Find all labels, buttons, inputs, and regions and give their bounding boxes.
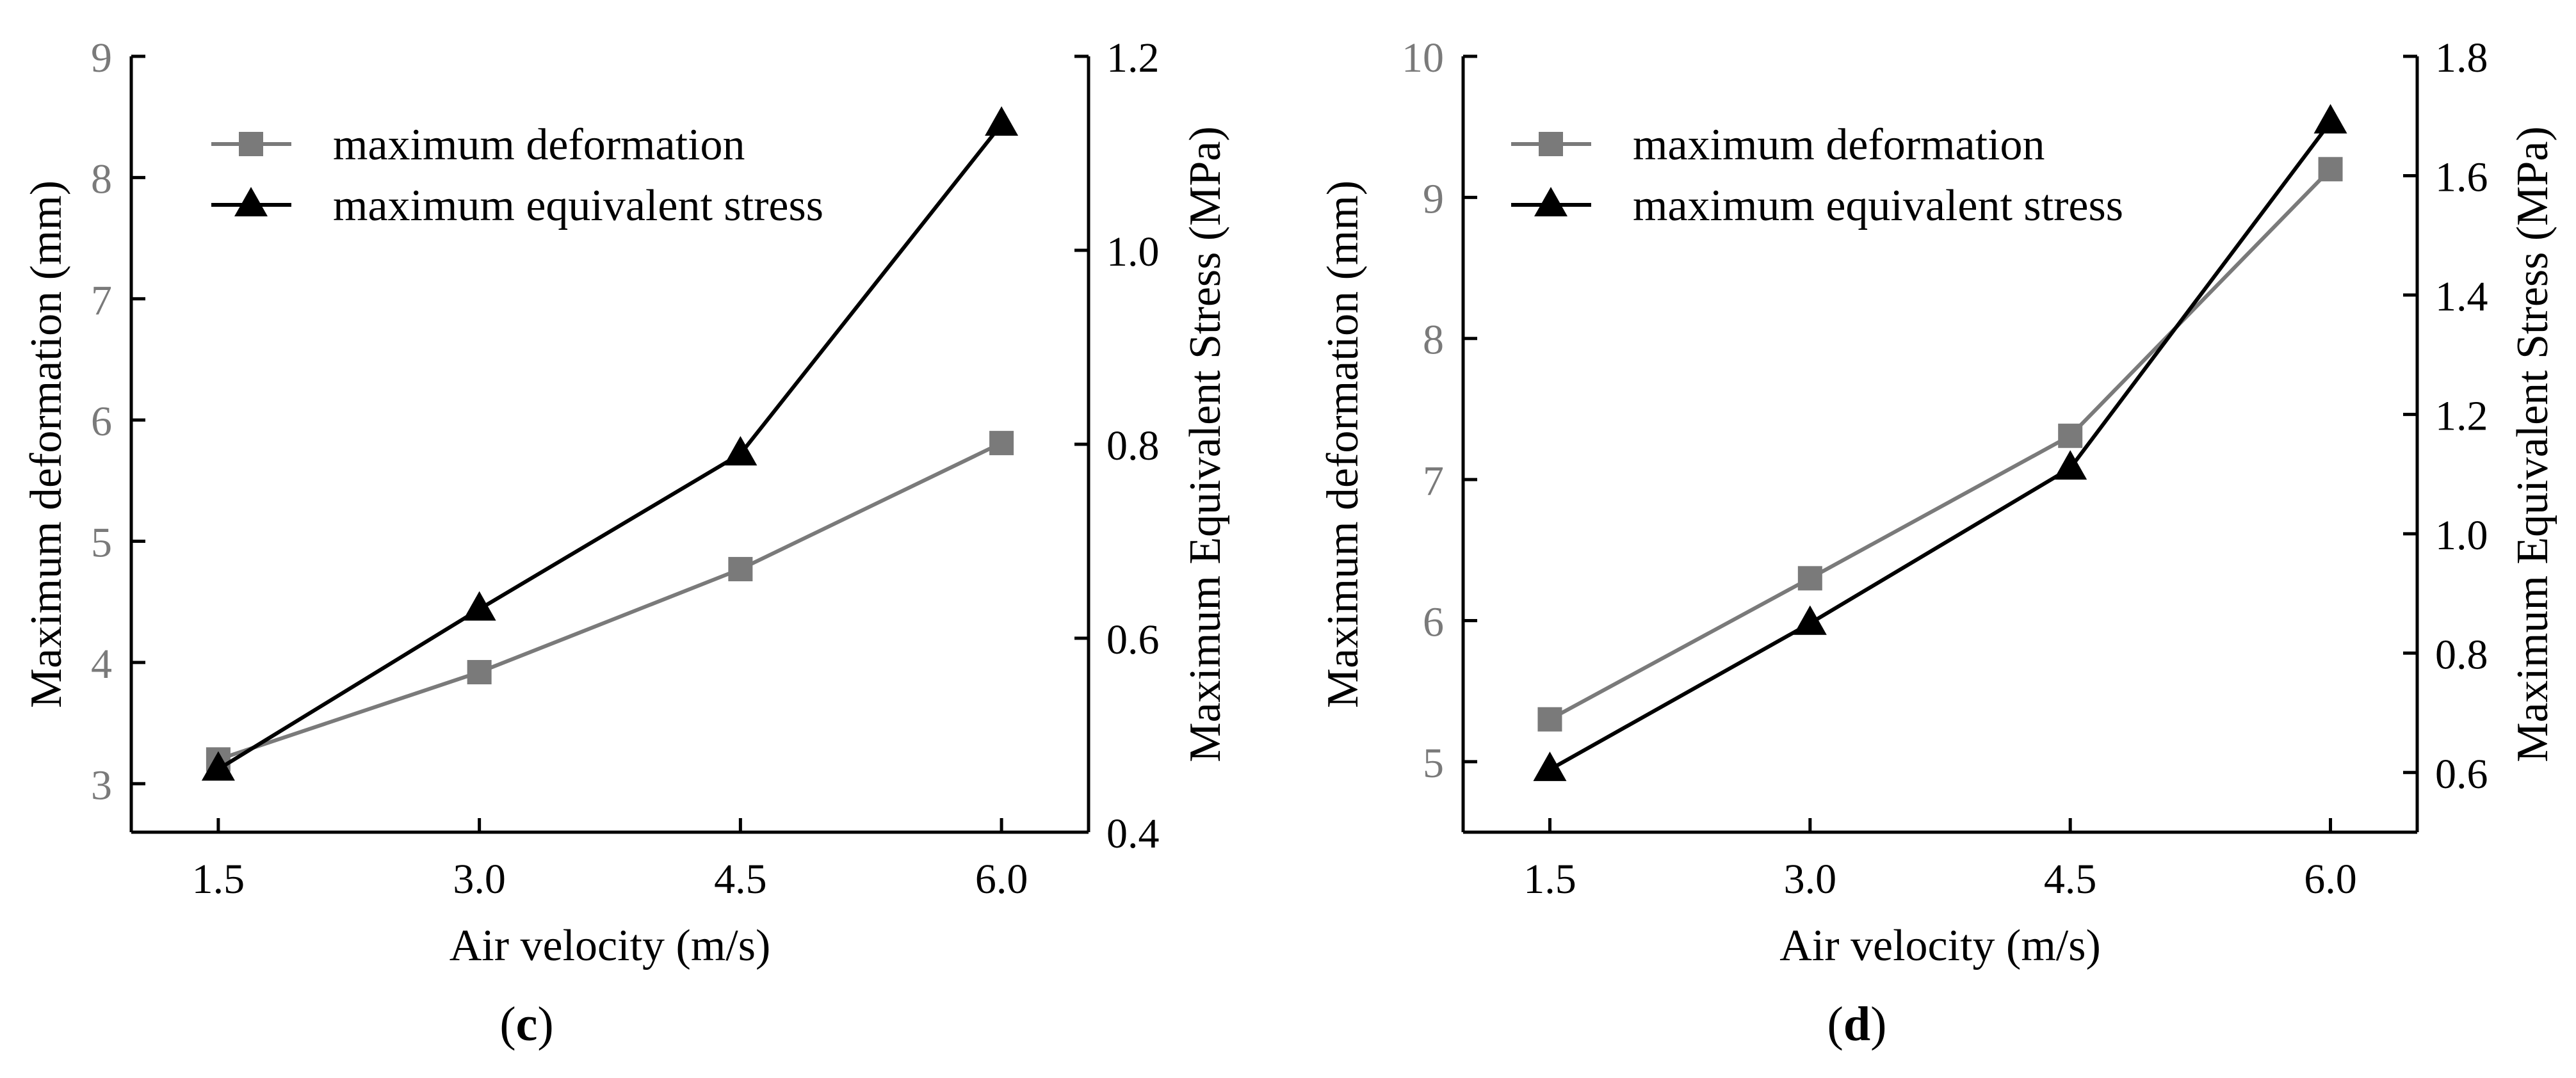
y-right-axis-title: Maximum Equivalent Stress (MPa) — [1181, 126, 1230, 762]
deformation-point — [989, 431, 1014, 456]
x-tick-label: 4.5 — [2044, 856, 2097, 903]
legend-square-marker — [1539, 132, 1563, 156]
legend-triangle-marker — [1534, 187, 1567, 216]
stress-point — [201, 751, 235, 781]
stress-point — [1793, 605, 1827, 635]
y-right-tick-label: 0.6 — [1106, 616, 1160, 663]
deformation-point — [2318, 157, 2343, 182]
y-right-tick-label: 1.2 — [1106, 35, 1160, 81]
y-left-tick-label: 8 — [1423, 317, 1444, 364]
deformation-point — [467, 660, 492, 685]
y-left-tick-label: 9 — [91, 35, 112, 81]
stress-point — [2313, 104, 2347, 134]
stress-point — [724, 436, 757, 466]
series-line-deformation — [217, 441, 1003, 762]
y-left-tick-label: 10 — [1402, 35, 1444, 81]
legend-square-marker — [239, 132, 263, 156]
x-tick-label: 6.0 — [2304, 856, 2357, 903]
series-line-stress — [1548, 120, 2332, 771]
panel-label-letter: c — [516, 997, 538, 1051]
deformation-point — [2058, 423, 2083, 448]
stress-point — [2054, 450, 2087, 480]
y-left-axis-title: Maximum deformation (mm) — [22, 181, 71, 708]
deformation-point — [728, 557, 753, 582]
x-tick-label: 3.0 — [453, 856, 506, 903]
y-left-tick-label: 8 — [91, 156, 112, 202]
y-left-tick-label: 3 — [91, 762, 112, 808]
y-left-tick-label: 5 — [91, 520, 112, 567]
y-left-tick-label: 4 — [91, 641, 112, 688]
legend-label: maximum equivalent stress — [333, 181, 823, 230]
x-axis-title: Air velocity (m/s) — [450, 921, 771, 970]
y-left-tick-label: 6 — [91, 398, 112, 445]
y-right-tick-label: 0.8 — [1106, 422, 1160, 469]
y-right-tick-label: 1.4 — [2435, 273, 2488, 320]
panel-label-close: ) — [537, 997, 553, 1051]
y-right-tick-label: 0.6 — [2435, 751, 2488, 798]
y-right-tick-label: 1.6 — [2435, 154, 2488, 200]
legend-label: maximum deformation — [333, 120, 745, 170]
panel-label-close: ) — [1870, 997, 1886, 1051]
chart-panel-c: 1.5 3.0 4.5 6.0 3 4 5 6 7 8 9 0.4 0.6 0.8 1.0 1.2 Air ve… — [22, 35, 1230, 1051]
stress-point — [462, 591, 496, 621]
y-left-tick-label: 7 — [91, 277, 112, 324]
panel-label-open: ( — [1827, 997, 1843, 1051]
y-left-tick-label: 6 — [1423, 599, 1444, 645]
x-tick-label: 6.0 — [975, 856, 1028, 903]
y-right-tick-label: 0.8 — [2435, 631, 2488, 678]
x-axis-title: Air velocity (m/s) — [1779, 921, 2101, 970]
series-line-stress — [217, 123, 1003, 771]
legend-label: maximum deformation — [1633, 120, 2045, 170]
panel-label: (d) — [1827, 997, 1887, 1051]
x-tick-label: 3.0 — [1784, 856, 1837, 903]
panel-label-letter: d — [1843, 997, 1870, 1051]
x-tick-label: 1.5 — [1523, 856, 1576, 903]
series-line-deformation — [1549, 168, 2332, 721]
y-right-tick-label: 1.2 — [2435, 392, 2488, 439]
deformation-point — [1797, 566, 1822, 591]
y-left-tick-label: 5 — [1423, 740, 1444, 787]
stress-point — [1533, 752, 1567, 782]
y-right-tick-label: 1.0 — [1106, 229, 1160, 275]
y-right-tick-label: 0.4 — [1106, 810, 1160, 857]
x-tick-label: 1.5 — [192, 856, 245, 903]
deformation-point — [1537, 707, 1562, 732]
legend-label: maximum equivalent stress — [1633, 181, 2123, 230]
stress-point — [985, 106, 1019, 136]
chart-panel-d: 1.5 3.0 4.5 6.0 5 6 7 8 9 10 0.6 0.8 1.0 1.2 1.4 1.6 1.8… — [1318, 35, 2557, 1051]
y-left-axis-title: Maximum deformation (mm) — [1318, 181, 1368, 708]
y-left-tick-label: 9 — [1423, 175, 1444, 222]
y-right-tick-label: 1.8 — [2435, 35, 2488, 81]
y-right-axis-title: Maximum Equivalent Stress (MPa) — [2508, 126, 2557, 762]
legend-triangle-marker — [234, 187, 268, 216]
y-right-tick-label: 1.0 — [2435, 512, 2488, 559]
y-left-tick-label: 7 — [1423, 458, 1444, 504]
x-tick-label: 4.5 — [714, 856, 767, 903]
panel-label-open: ( — [499, 997, 515, 1051]
panel-label: (c) — [499, 997, 553, 1051]
